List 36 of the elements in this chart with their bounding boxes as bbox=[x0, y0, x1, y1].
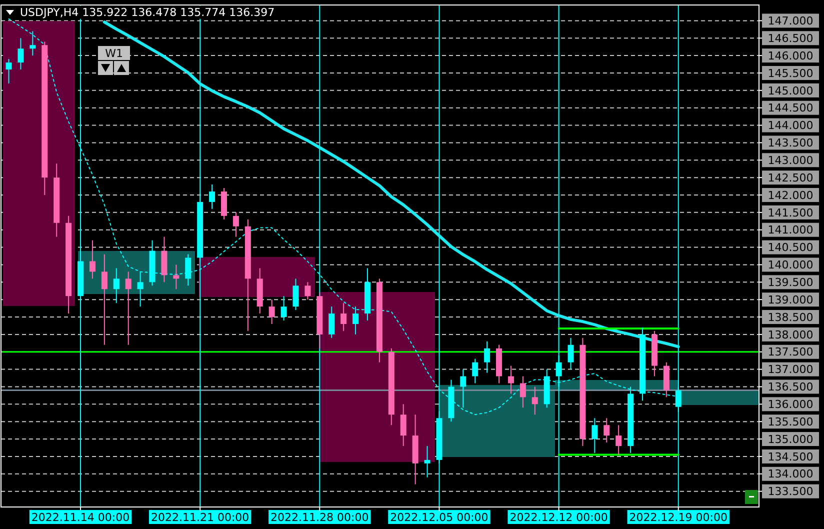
y-tick-label: 140.500 bbox=[768, 241, 814, 254]
y-tick-label: 146.000 bbox=[768, 49, 814, 62]
y-tick-label: 133.500 bbox=[768, 485, 814, 498]
y-tick-label: 145.500 bbox=[768, 66, 814, 80]
y-tick-label: 145.000 bbox=[768, 84, 814, 98]
y-tick-label: 146.500 bbox=[768, 32, 814, 45]
y-tick-label: 142.000 bbox=[768, 188, 814, 202]
x-tick-label: 2022.12.12 00:00 bbox=[510, 510, 608, 524]
y-tick-label: 137.000 bbox=[768, 363, 814, 376]
y-tick-label: 136.500 bbox=[768, 380, 814, 394]
y-tick-label: 141.000 bbox=[768, 224, 814, 237]
x-tick-label: 2022.11.28 00:00 bbox=[270, 510, 369, 524]
y-tick-label: 141.500 bbox=[768, 206, 814, 220]
chart-title: USDJPY,H4 135.922 136.478 135.774 136.397 bbox=[20, 6, 275, 19]
y-tick-label: 139.500 bbox=[768, 276, 814, 289]
y-tick-label: 139.000 bbox=[768, 293, 814, 306]
y-tick-label: 143.000 bbox=[768, 154, 814, 167]
y-tick-label: 138.500 bbox=[768, 310, 814, 324]
y-tick-label: 138.000 bbox=[768, 328, 814, 342]
annotation: W1 bbox=[105, 46, 123, 60]
y-tick-label: 147.000 bbox=[768, 14, 814, 28]
x-tick-label: 2022.12.19 00:00 bbox=[629, 510, 728, 524]
y-tick-label: 144.000 bbox=[768, 119, 814, 132]
y-tick-label: 140.000 bbox=[768, 258, 814, 272]
y-tick-label: 144.500 bbox=[768, 102, 814, 115]
y-tick-label: 143.500 bbox=[768, 136, 814, 150]
y-tick-label: 135.000 bbox=[768, 432, 814, 446]
y-tick-label: 135.500 bbox=[768, 415, 814, 428]
y-tick-label: 134.000 bbox=[768, 468, 814, 481]
y-tick-label: 134.500 bbox=[768, 450, 814, 464]
x-tick-label: 2022.11.21 00:00 bbox=[150, 510, 250, 524]
x-tick-label: 2022.11.14 00:00 bbox=[31, 510, 130, 524]
y-tick-label: 137.500 bbox=[768, 346, 814, 359]
x-tick-label: 2022.12.05 00:00 bbox=[390, 510, 488, 524]
y-tick-label: 142.500 bbox=[768, 171, 814, 184]
y-tick-label: 136.000 bbox=[768, 398, 814, 412]
